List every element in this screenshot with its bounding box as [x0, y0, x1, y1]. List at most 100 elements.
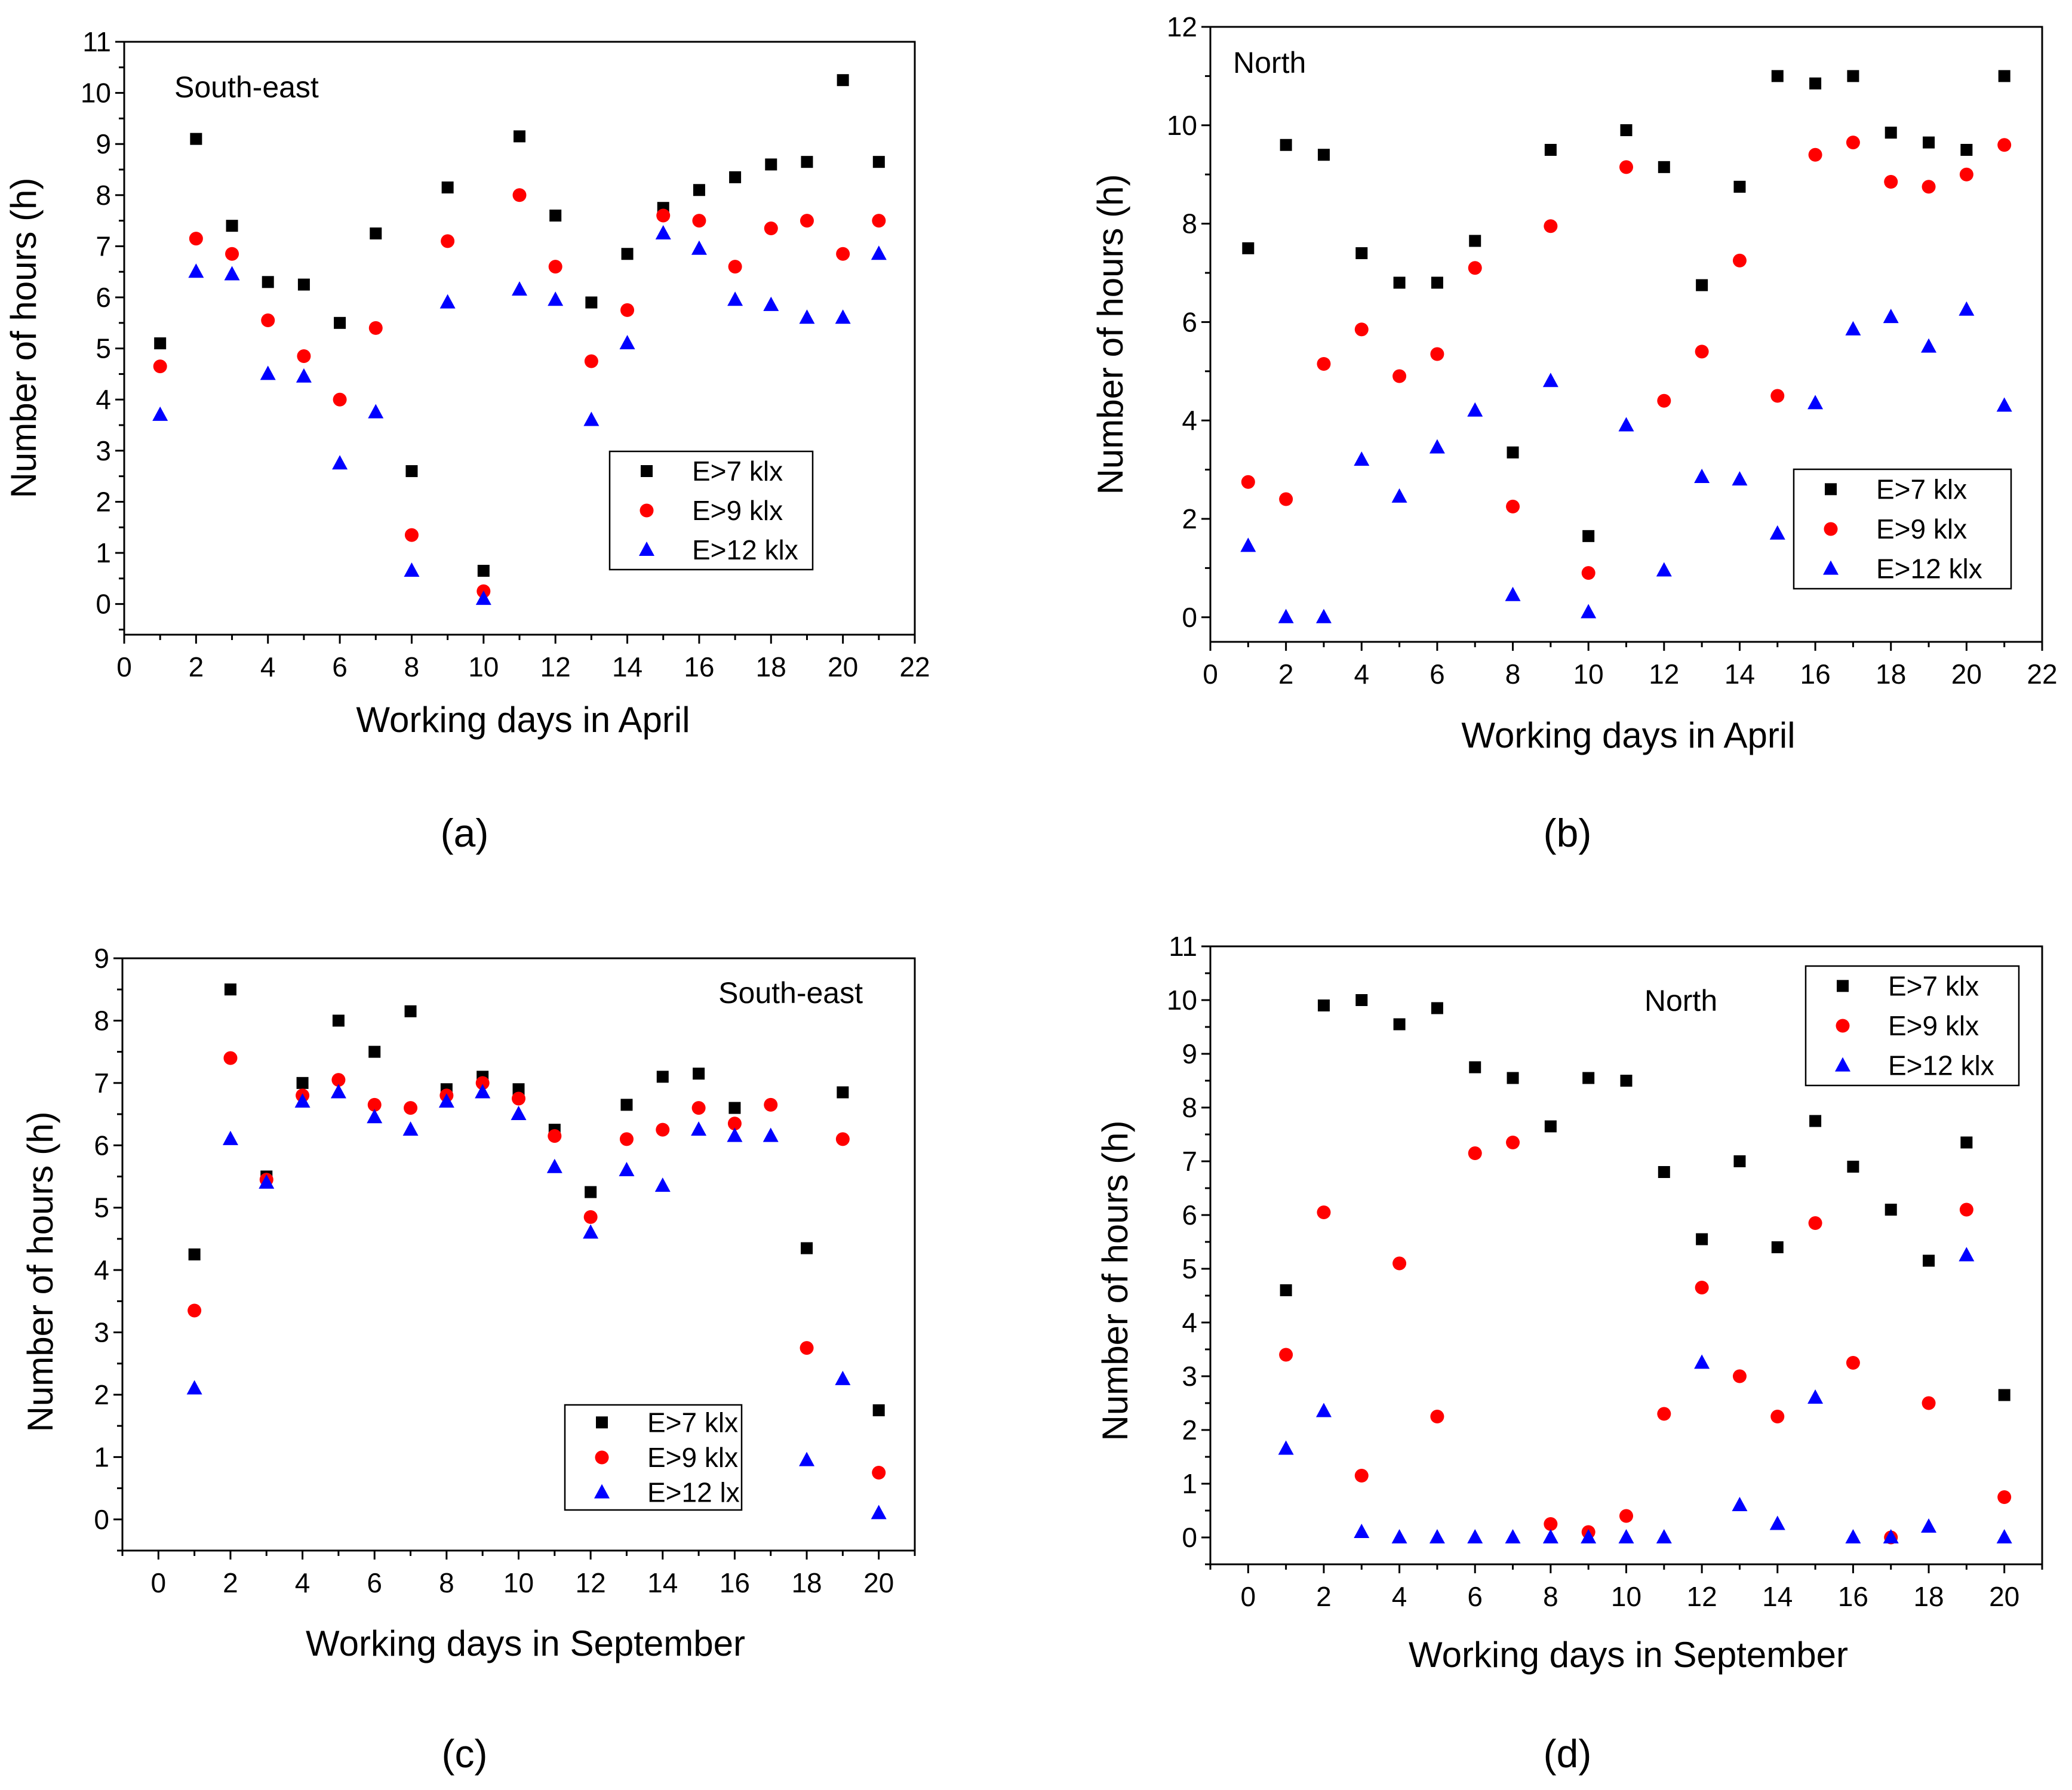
data-point — [654, 1177, 671, 1192]
data-point — [656, 208, 671, 223]
y-tick-label: 5 — [1182, 1253, 1197, 1284]
data-point — [1431, 1002, 1443, 1014]
data-point — [728, 1102, 741, 1114]
data-point — [188, 1248, 201, 1260]
data-point — [1960, 144, 1973, 156]
data-point — [1618, 417, 1634, 432]
x-tick-label: 2 — [189, 651, 204, 682]
data-point — [331, 1073, 346, 1087]
y-tick-label: 0 — [1182, 1522, 1197, 1553]
y-tick-label: 4 — [1182, 405, 1197, 436]
x-tick-label: 20 — [1989, 1581, 2019, 1612]
data-point — [297, 278, 310, 291]
data-point — [1732, 253, 1747, 267]
data-point — [188, 263, 204, 278]
x-tick-label: 10 — [1573, 659, 1604, 690]
legend-marker — [1824, 522, 1838, 536]
data-point — [296, 1077, 309, 1089]
x-axis-label: Working days in September — [306, 1623, 745, 1663]
data-point — [584, 354, 598, 368]
y-tick-label: 0 — [1182, 602, 1197, 633]
y-tick-label: 8 — [1182, 1092, 1197, 1123]
data-point — [1581, 604, 1597, 619]
data-point — [1393, 1018, 1406, 1031]
data-point — [1280, 1284, 1292, 1296]
data-point — [727, 291, 743, 306]
data-point — [1582, 1072, 1595, 1084]
data-point — [1317, 999, 1330, 1011]
data-point — [800, 1341, 814, 1355]
x-tick-label: 18 — [791, 1567, 822, 1598]
data-point — [728, 260, 742, 274]
data-point — [1732, 1497, 1748, 1511]
y-tick-label: 6 — [96, 282, 111, 313]
series-2 — [187, 1051, 886, 1480]
legend-marker — [640, 503, 654, 518]
legend-marker — [1835, 1057, 1850, 1072]
panel-caption: (b) — [1544, 811, 1592, 855]
legend-label: E>7 klx — [692, 456, 783, 487]
data-point — [835, 309, 851, 324]
series-2 — [153, 188, 886, 598]
data-point — [837, 1086, 849, 1099]
data-point — [223, 1051, 238, 1065]
x-tick-label: 0 — [151, 1567, 167, 1598]
data-point — [334, 316, 346, 329]
data-point — [548, 291, 564, 306]
data-point — [619, 1132, 634, 1146]
y-tick-label: 3 — [96, 435, 111, 466]
x-tick-label: 20 — [828, 651, 858, 682]
data-point — [367, 1097, 382, 1112]
data-point — [260, 365, 276, 380]
data-point — [691, 1121, 707, 1136]
data-point — [619, 1162, 635, 1177]
data-point — [619, 335, 635, 350]
legend-marker — [641, 465, 653, 477]
data-point — [368, 404, 384, 419]
data-point — [692, 214, 706, 228]
legend-marker — [1837, 980, 1849, 992]
data-point — [1847, 1161, 1859, 1173]
y-tick-label: 8 — [96, 180, 111, 211]
y-tick-label: 2 — [94, 1379, 109, 1410]
plot-frame — [121, 957, 916, 1552]
data-point — [1278, 1440, 1294, 1455]
data-point — [872, 214, 886, 228]
data-point — [1354, 1524, 1370, 1538]
data-point — [1846, 136, 1860, 150]
data-point — [1771, 70, 1784, 82]
data-point — [583, 411, 600, 426]
y-tick-label: 10 — [1167, 110, 1197, 141]
legend: E>7 klx E>9 klx E>12 lx — [564, 1404, 743, 1511]
legend-label: E>12 klx — [692, 534, 798, 565]
data-point — [1315, 1403, 1332, 1417]
legend-label: E>9 klx — [1888, 1010, 1979, 1041]
data-point — [189, 232, 203, 246]
data-point — [1469, 1061, 1481, 1074]
y-tick-label: 12 — [1167, 11, 1197, 42]
data-point — [1544, 144, 1557, 156]
data-point — [548, 1129, 562, 1143]
data-point — [1694, 468, 1710, 483]
data-point — [1771, 1241, 1784, 1253]
data-point — [1769, 1515, 1785, 1530]
data-point — [1770, 1410, 1785, 1423]
data-point — [1315, 608, 1332, 623]
data-point — [333, 392, 347, 407]
series-1 — [1242, 70, 2010, 542]
data-point — [512, 281, 527, 296]
y-tick-label: 11 — [1169, 931, 1197, 962]
data-point — [1581, 566, 1595, 580]
data-point — [225, 247, 239, 261]
x-tick-label: 12 — [1687, 1581, 1717, 1612]
data-point — [1696, 279, 1708, 291]
series-3 — [1240, 301, 2012, 623]
data-point — [1240, 537, 1256, 552]
y-tick-label: 7 — [1182, 1146, 1197, 1177]
data-point — [1808, 1216, 1822, 1230]
legend-label: E>9 klx — [1876, 513, 1967, 545]
data-point — [1431, 276, 1443, 289]
data-point — [1921, 1518, 1937, 1533]
x-tick-label: 4 — [260, 651, 276, 682]
